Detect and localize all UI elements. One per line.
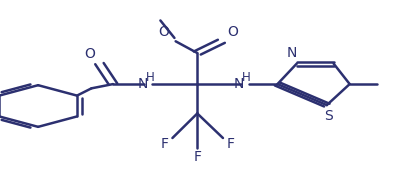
- Text: F: F: [227, 137, 235, 151]
- Text: N: N: [138, 77, 148, 91]
- Text: S: S: [324, 109, 333, 123]
- Text: F: F: [193, 150, 201, 164]
- Text: O: O: [158, 25, 169, 39]
- Text: O: O: [227, 25, 238, 39]
- Text: N: N: [234, 77, 244, 91]
- Text: H: H: [146, 71, 154, 84]
- Text: H: H: [242, 71, 251, 84]
- Text: O: O: [84, 47, 95, 61]
- Text: N: N: [287, 46, 297, 60]
- Text: F: F: [160, 137, 168, 151]
